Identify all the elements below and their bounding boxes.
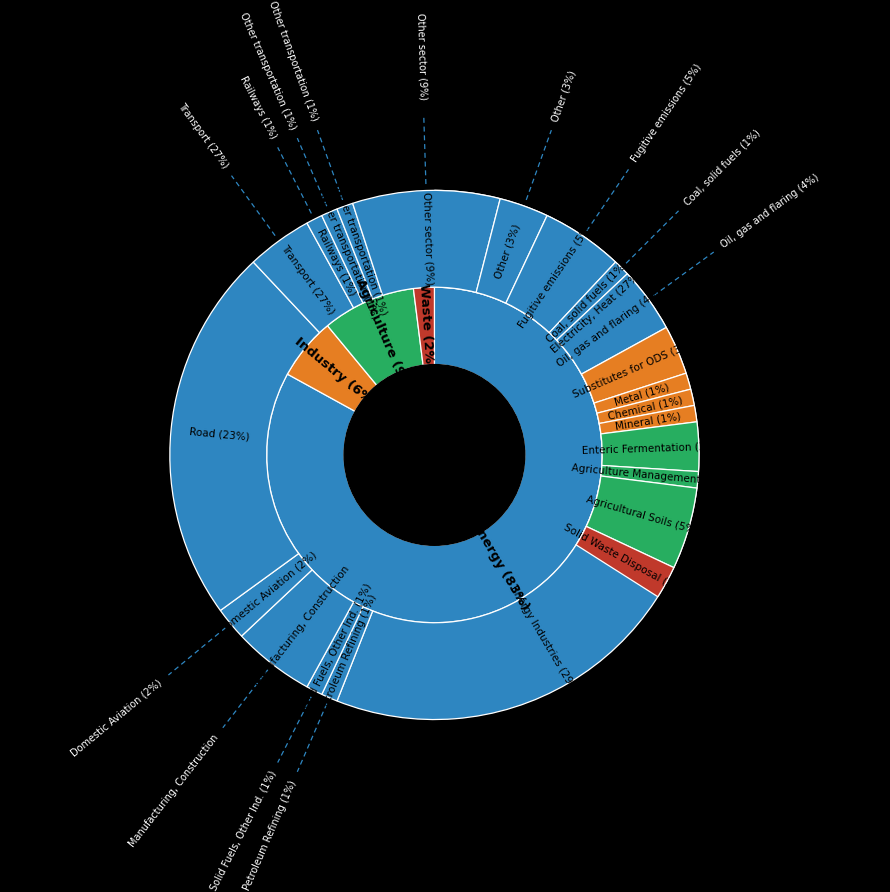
Wedge shape <box>476 199 547 303</box>
Text: Coal, solid fuels (1%): Coal, solid fuels (1%) <box>545 260 630 344</box>
Wedge shape <box>337 476 697 720</box>
Wedge shape <box>170 262 320 610</box>
Text: Transport (27%): Transport (27%) <box>175 102 230 170</box>
Wedge shape <box>322 607 373 701</box>
Text: Solid Fuels, Other Ind. (1%): Solid Fuels, Other Ind. (1%) <box>208 769 278 892</box>
Text: Fugitive emissions (5%): Fugitive emissions (5%) <box>517 222 595 330</box>
Text: Chemical (1%): Chemical (1%) <box>607 394 684 421</box>
Wedge shape <box>337 203 383 299</box>
Wedge shape <box>506 216 616 333</box>
Wedge shape <box>221 554 312 636</box>
Text: Enteric Fermentation (3%): Enteric Fermentation (3%) <box>582 441 719 455</box>
Wedge shape <box>594 373 691 413</box>
Wedge shape <box>576 526 674 597</box>
Wedge shape <box>599 405 697 434</box>
Text: Oil, gas and flaring (4%): Oil, gas and flaring (4%) <box>718 173 821 251</box>
Text: Agricultural Soils (5%): Agricultural Soils (5%) <box>585 494 700 536</box>
Text: Railways (1%): Railways (1%) <box>315 227 358 297</box>
Text: Agriculture Management (1%): Agriculture Management (1%) <box>570 463 728 488</box>
Text: Railways (1%): Railways (1%) <box>238 75 278 141</box>
Text: Other sector (9%): Other sector (9%) <box>421 192 434 285</box>
Text: Domestic Aviation (2%): Domestic Aviation (2%) <box>217 549 319 636</box>
Text: Other (3%): Other (3%) <box>550 69 578 123</box>
Text: Fugitive emissions (5%): Fugitive emissions (5%) <box>630 62 703 164</box>
Wedge shape <box>267 287 603 623</box>
Text: Oil, gas and flaring (4%): Oil, gas and flaring (4%) <box>555 286 664 369</box>
Wedge shape <box>307 602 363 694</box>
Text: Other sector (9%): Other sector (9%) <box>416 13 428 101</box>
Text: Solid Fuels, Other Ind. (1%): Solid Fuels, Other Ind. (1%) <box>299 582 373 714</box>
Text: Other transportation (1%): Other transportation (1%) <box>334 186 389 317</box>
Text: Industry (6%): Industry (6%) <box>292 335 378 410</box>
Wedge shape <box>557 274 667 374</box>
Wedge shape <box>601 466 699 488</box>
Text: Waste (2%): Waste (2%) <box>417 283 435 369</box>
Wedge shape <box>287 326 376 411</box>
Wedge shape <box>241 570 353 687</box>
Text: Solid Waste Disposal (2%): Solid Waste Disposal (2%) <box>562 522 686 596</box>
Wedge shape <box>581 327 686 403</box>
Text: Mineral (1%): Mineral (1%) <box>614 411 682 431</box>
Wedge shape <box>328 288 423 385</box>
Text: Domestic Aviation (2%): Domestic Aviation (2%) <box>69 677 164 758</box>
Wedge shape <box>549 262 627 340</box>
Text: Road (23%): Road (23%) <box>189 426 250 442</box>
Text: Manufacturing, Construction: Manufacturing, Construction <box>127 732 221 848</box>
Wedge shape <box>434 190 699 488</box>
Text: Energy (83%): Energy (83%) <box>469 519 531 613</box>
Text: Metal (1%): Metal (1%) <box>613 382 670 408</box>
Wedge shape <box>307 216 363 308</box>
Text: Substitutes for ODS (3%): Substitutes for ODS (3%) <box>570 339 695 400</box>
Wedge shape <box>413 287 434 366</box>
Text: Petroleum Refining (1%): Petroleum Refining (1%) <box>242 779 298 892</box>
Text: Agriculture (9%): Agriculture (9%) <box>352 277 414 396</box>
Text: Electricity, Heat (27%): Electricity, Heat (27%) <box>549 269 644 355</box>
Text: Energy Industries (29%): Energy Industries (29%) <box>508 584 581 698</box>
Wedge shape <box>597 389 694 424</box>
Text: Other transportation (1%): Other transportation (1%) <box>239 11 298 131</box>
Wedge shape <box>352 190 500 295</box>
Text: Manufacturing, Construction: Manufacturing, Construction <box>252 564 352 688</box>
Wedge shape <box>601 422 699 472</box>
Text: Other transportation (1%): Other transportation (1%) <box>266 0 319 123</box>
Text: Transport (27%): Transport (27%) <box>279 244 336 317</box>
Wedge shape <box>587 476 697 567</box>
Circle shape <box>344 365 525 545</box>
Text: Other transportation (1%): Other transportation (1%) <box>317 193 380 321</box>
Text: Other (3%): Other (3%) <box>493 223 522 280</box>
Wedge shape <box>322 209 373 303</box>
Wedge shape <box>254 223 353 333</box>
Text: Petroleum Refining (1%): Petroleum Refining (1%) <box>319 593 378 714</box>
Text: Coal, solid fuels (1%): Coal, solid fuels (1%) <box>682 128 762 208</box>
